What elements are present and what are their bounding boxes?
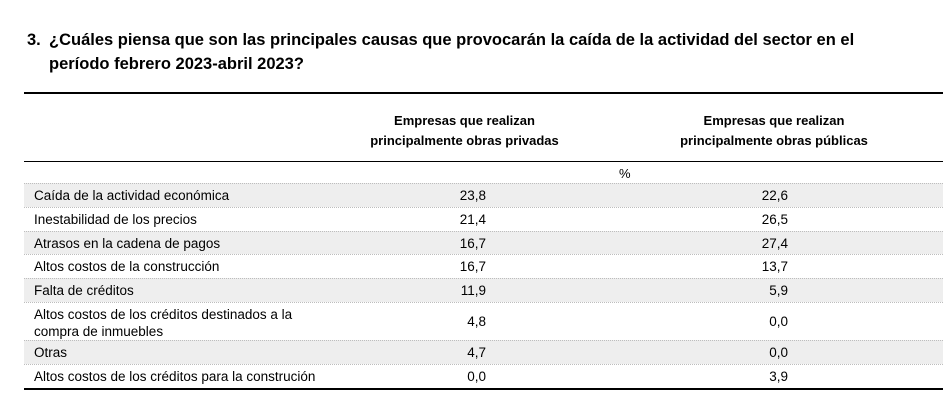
value-privadas: 16,7 <box>459 235 486 251</box>
question-line-1: 3. ¿Cuáles piensa que son las principales… <box>27 28 907 52</box>
value-publicas: 27,4 <box>761 235 788 251</box>
row-label: Altos costos de la construcción <box>34 259 220 275</box>
table-header: Empresas que realizan principalmente obr… <box>24 94 943 162</box>
value-privadas: 11,9 <box>460 283 486 299</box>
column-header-line: principalmente obras públicas <box>680 133 868 148</box>
row-label: Altos costos de los créditos para la con… <box>34 368 316 384</box>
question-number: 3. <box>27 31 41 49</box>
value-privadas: 4,8 <box>467 313 486 329</box>
row-label-line: Altos costos de los créditos destinados … <box>34 306 293 322</box>
row-label: Falta de créditos <box>34 283 134 299</box>
unit-label: % <box>619 166 631 181</box>
column-header-line: principalmente obras privadas <box>370 133 559 148</box>
row-label: Caída de la actividad económica <box>34 188 230 203</box>
column-header-privadas: Empresas que realizan principalmente obr… <box>337 111 592 151</box>
question-text-line-1: ¿Cuáles piensa que son las principales c… <box>49 31 855 49</box>
table-row: Falta de créditos 11,9 5,9 <box>24 278 943 302</box>
table-row: Altos costos de los créditos para la con… <box>24 363 943 388</box>
value-privadas: 21,4 <box>459 211 486 227</box>
unit-row: % <box>24 162 943 183</box>
value-privadas: 16,7 <box>459 259 486 275</box>
value-publicas: 22,6 <box>761 188 788 203</box>
table-row: Atrasos en la cadena de pagos 16,7 27,4 <box>24 230 943 255</box>
value-publicas: 26,5 <box>761 211 788 227</box>
value-publicas: 0,0 <box>769 313 788 329</box>
column-header-publicas: Empresas que realizan principalmente obr… <box>642 111 906 151</box>
value-publicas: 13,7 <box>761 259 788 275</box>
column-header-line: Empresas que realizan <box>703 113 845 128</box>
row-label-line: compra de inmuebles <box>34 323 164 339</box>
question-heading: 3. ¿Cuáles piensa que son las principales… <box>27 28 907 76</box>
row-label: Altos costos de los créditos destinados … <box>34 306 334 340</box>
table-row: Altos costos de los créditos destinados … <box>24 301 943 340</box>
value-privadas: 23,8 <box>459 188 486 203</box>
value-privadas: 0,0 <box>467 368 486 384</box>
table-row: Inestabilidad de los precios 21,4 26,5 <box>24 206 943 231</box>
row-label: Inestabilidad de los precios <box>34 211 197 227</box>
value-publicas: 0,0 <box>769 344 788 360</box>
table-top-rule <box>24 92 943 94</box>
table-bottom-rule <box>24 387 943 390</box>
question-text-line-2: período febrero 2023-abril 2023? <box>49 55 304 73</box>
row-label: Atrasos en la cadena de pagos <box>34 235 221 251</box>
column-header-line: Empresas que realizan <box>394 113 535 128</box>
value-publicas: 3,9 <box>769 368 788 384</box>
value-privadas: 4,7 <box>467 344 486 360</box>
value-publicas: 5,9 <box>769 283 788 299</box>
causes-table: Empresas que realizan principalmente obr… <box>24 92 943 390</box>
table-row: Altos costos de la construcción 16,7 13,… <box>24 254 943 278</box>
table-row: Caída de la actividad económica 23,8 22,… <box>24 183 943 207</box>
table-row: Otras 4,7 0,0 <box>24 339 943 364</box>
row-label: Otras <box>34 344 68 360</box>
